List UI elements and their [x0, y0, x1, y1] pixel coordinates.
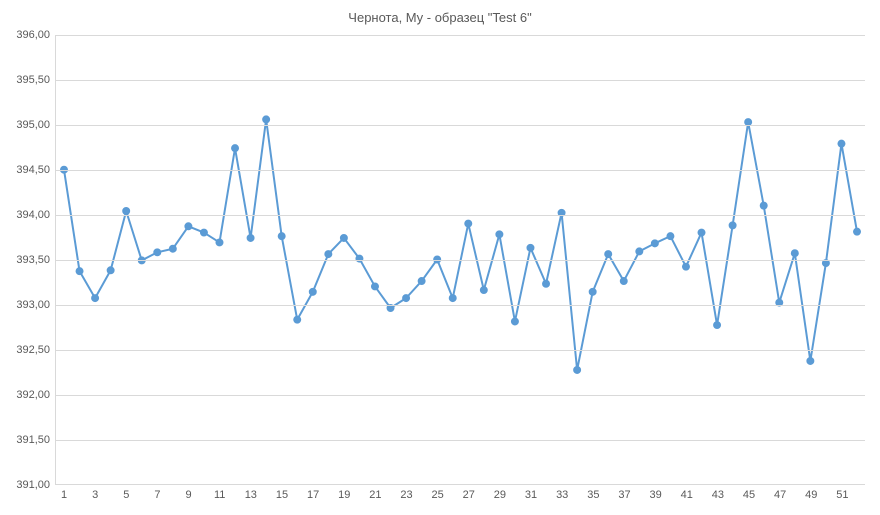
data-point: [340, 234, 347, 241]
y-tick-label: 395,00: [16, 119, 56, 131]
data-point: [325, 251, 332, 258]
gridline: [56, 350, 865, 351]
x-tick-label: 17: [307, 484, 319, 501]
gridline: [56, 260, 865, 261]
x-tick-label: 15: [276, 484, 288, 501]
x-tick-label: 7: [154, 484, 160, 501]
data-point: [371, 283, 378, 290]
x-tick-label: 33: [556, 484, 568, 501]
data-point: [543, 280, 550, 287]
data-point: [496, 231, 503, 238]
y-tick-label: 396,00: [16, 29, 56, 41]
data-point: [605, 251, 612, 258]
data-point: [760, 202, 767, 209]
data-point: [154, 249, 161, 256]
data-point: [574, 366, 581, 373]
y-tick-label: 395,50: [16, 74, 56, 86]
y-tick-label: 391,50: [16, 434, 56, 446]
x-tick-label: 39: [649, 484, 661, 501]
data-point: [589, 288, 596, 295]
y-tick-label: 394,00: [16, 209, 56, 221]
x-tick-label: 21: [369, 484, 381, 501]
data-point: [465, 220, 472, 227]
series-line: [64, 119, 857, 370]
data-point: [729, 222, 736, 229]
x-tick-label: 23: [400, 484, 412, 501]
x-tick-label: 37: [618, 484, 630, 501]
data-point: [200, 229, 207, 236]
y-tick-label: 392,50: [16, 344, 56, 356]
line-chart: Чернота, My - образец "Test 6" 391,00391…: [0, 0, 880, 515]
gridline: [56, 305, 865, 306]
data-point: [216, 239, 223, 246]
x-tick-label: 1: [61, 484, 67, 501]
x-tick-label: 49: [805, 484, 817, 501]
data-point: [714, 322, 721, 329]
x-tick-label: 5: [123, 484, 129, 501]
data-point: [247, 234, 254, 241]
data-point: [107, 267, 114, 274]
data-point: [356, 255, 363, 262]
y-tick-label: 393,50: [16, 254, 56, 266]
x-tick-label: 47: [774, 484, 786, 501]
gridline: [56, 440, 865, 441]
data-point: [309, 288, 316, 295]
gridline: [56, 35, 865, 36]
x-tick-label: 25: [432, 484, 444, 501]
data-point: [791, 250, 798, 257]
x-tick-label: 29: [494, 484, 506, 501]
y-tick-label: 391,00: [16, 479, 56, 491]
x-tick-label: 51: [836, 484, 848, 501]
gridline: [56, 215, 865, 216]
data-point: [511, 318, 518, 325]
data-point: [838, 140, 845, 147]
x-tick-label: 31: [525, 484, 537, 501]
data-point: [169, 245, 176, 252]
x-tick-label: 35: [587, 484, 599, 501]
data-point: [667, 233, 674, 240]
data-point: [294, 316, 301, 323]
y-tick-label: 392,00: [16, 389, 56, 401]
y-tick-label: 394,50: [16, 164, 56, 176]
x-tick-label: 9: [185, 484, 191, 501]
data-point: [651, 240, 658, 247]
x-tick-label: 13: [245, 484, 257, 501]
data-point: [263, 116, 270, 123]
data-point: [123, 208, 130, 215]
x-tick-label: 45: [743, 484, 755, 501]
x-tick-label: 43: [712, 484, 724, 501]
x-tick-label: 27: [463, 484, 475, 501]
data-point: [232, 145, 239, 152]
data-point: [480, 287, 487, 294]
gridline: [56, 125, 865, 126]
plot-area: 391,00391,50392,00392,50393,00393,50394,…: [55, 35, 865, 485]
data-point: [620, 278, 627, 285]
x-tick-label: 3: [92, 484, 98, 501]
data-point: [682, 263, 689, 270]
gridline: [56, 80, 865, 81]
x-tick-label: 11: [214, 484, 225, 501]
data-point: [76, 268, 83, 275]
data-point: [403, 295, 410, 302]
y-tick-label: 393,00: [16, 299, 56, 311]
data-point: [449, 295, 456, 302]
data-point: [698, 229, 705, 236]
data-point: [636, 248, 643, 255]
gridline: [56, 170, 865, 171]
data-point: [527, 244, 534, 251]
data-point: [418, 278, 425, 285]
data-point: [807, 357, 814, 364]
data-point: [854, 228, 861, 235]
data-point: [92, 295, 99, 302]
gridline: [56, 395, 865, 396]
data-point: [278, 233, 285, 240]
data-point: [185, 223, 192, 230]
chart-title: Чернота, My - образец "Test 6": [0, 10, 880, 25]
x-tick-label: 41: [681, 484, 693, 501]
x-tick-label: 19: [338, 484, 350, 501]
